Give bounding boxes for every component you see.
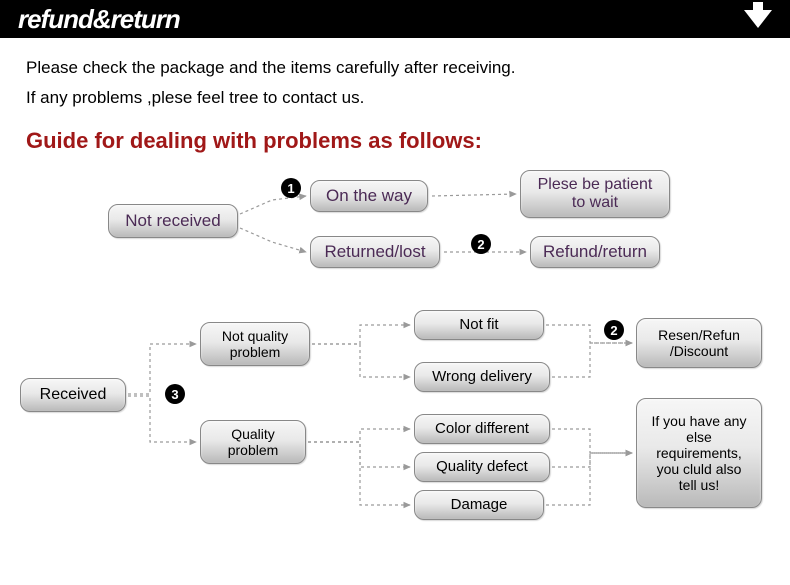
flow-node-color_diff: Color different: [414, 414, 550, 444]
flowchart-canvas: Not received On the way Plese be patient t…: [0, 162, 790, 582]
flow-edge: [240, 228, 306, 252]
flow-node-quality_defect: Quality defect: [414, 452, 550, 482]
flow-node-wrong_delivery: Wrong delivery: [414, 362, 550, 392]
flow-edge: [308, 442, 410, 505]
flow-node-not_quality: Not quality problem: [200, 322, 310, 366]
flow-edge: [240, 196, 306, 214]
flow-edge: [546, 453, 632, 505]
flow-edge: [552, 429, 632, 453]
flow-badge: 3: [165, 384, 185, 404]
header-bar: refund&return: [0, 0, 790, 38]
flow-edge: [312, 325, 410, 344]
guide-title: Guide for dealing with problems as follo…: [0, 128, 790, 162]
flow-badge: 2: [471, 234, 491, 254]
flow-node-damage: Damage: [414, 490, 544, 520]
flow-node-not_fit: Not fit: [414, 310, 544, 340]
flow-node-patient: Plese be patient to wait: [520, 170, 670, 218]
header-title: refund&return: [18, 4, 180, 35]
flow-edge: [128, 396, 196, 442]
flow-node-not_received: Not received: [108, 204, 238, 238]
flow-edge: [308, 442, 410, 467]
intro-line-2: If any problems ,plese feel tree to cont…: [26, 88, 764, 108]
flow-edge: [432, 194, 516, 196]
intro-line-1: Please check the package and the items c…: [26, 58, 764, 78]
flow-node-quality: Quality problem: [200, 420, 306, 464]
flow-node-resend: Resen/Refun /Discount: [636, 318, 762, 368]
flow-edge: [128, 344, 196, 394]
flow-edge: [308, 429, 410, 442]
flow-edge: [552, 343, 632, 377]
flow-node-returned_lost: Returned/lost: [310, 236, 440, 268]
flow-node-anything_else: If you have any else requirements, you c…: [636, 398, 762, 508]
flow-node-refund_return: Refund/return: [530, 236, 660, 268]
flow-edge: [312, 344, 410, 377]
flow-badge: 2: [604, 320, 624, 340]
flow-node-received: Received: [20, 378, 126, 412]
flow-badge: 1: [281, 178, 301, 198]
flow-node-on_the_way: On the way: [310, 180, 428, 212]
down-arrow-icon: [744, 10, 772, 28]
flow-edge: [552, 453, 632, 467]
intro-block: Please check the package and the items c…: [0, 38, 790, 128]
